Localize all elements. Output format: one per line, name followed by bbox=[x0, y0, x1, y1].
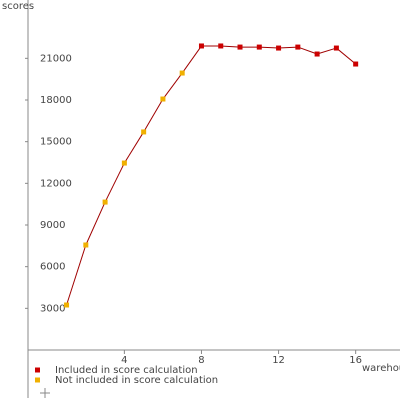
line-segment bbox=[297, 46, 318, 55]
point bbox=[314, 51, 320, 57]
line-segment bbox=[123, 131, 145, 164]
point bbox=[121, 160, 127, 166]
y-tick-label: 12000 bbox=[40, 178, 72, 189]
line-segment bbox=[85, 201, 106, 246]
y-tick-label: 18000 bbox=[40, 95, 72, 106]
line-segment bbox=[143, 98, 164, 133]
line-segment bbox=[259, 46, 279, 49]
y-axis-label: scores bbox=[2, 1, 34, 12]
line-segment bbox=[220, 45, 241, 48]
point bbox=[353, 61, 359, 67]
y-tick-label: 21000 bbox=[40, 53, 72, 64]
point bbox=[256, 44, 262, 50]
line-segment bbox=[336, 47, 356, 65]
point bbox=[295, 44, 301, 50]
y-tick-label: 6000 bbox=[40, 262, 65, 273]
legend-label: Not included in score calculation bbox=[55, 375, 218, 386]
point bbox=[141, 129, 147, 135]
point bbox=[218, 43, 224, 49]
point bbox=[198, 43, 204, 49]
x-axis-label: warehouses bbox=[362, 363, 400, 374]
legend-marker bbox=[35, 367, 40, 373]
legend-label: Included in score calculation bbox=[55, 365, 198, 376]
point bbox=[160, 96, 166, 102]
y-tick-label: 15000 bbox=[40, 137, 72, 148]
point bbox=[83, 242, 89, 248]
line-segment bbox=[316, 47, 337, 55]
point bbox=[64, 302, 70, 308]
line-segment bbox=[181, 45, 202, 74]
x-tick-label: 8 bbox=[198, 355, 204, 366]
line-segment bbox=[162, 72, 183, 100]
line-segment bbox=[278, 46, 298, 49]
y-tick-label: 9000 bbox=[40, 220, 65, 231]
point bbox=[276, 45, 282, 51]
legend-marker bbox=[35, 377, 40, 383]
point bbox=[102, 199, 108, 205]
point bbox=[237, 44, 243, 50]
line-segment bbox=[66, 244, 87, 306]
point bbox=[179, 70, 185, 76]
x-tick-label: 4 bbox=[121, 355, 127, 366]
y-tick-label: 3000 bbox=[40, 303, 65, 314]
x-tick-label: 12 bbox=[272, 355, 285, 366]
line-segment bbox=[104, 162, 125, 203]
x-tick-label: 16 bbox=[349, 355, 362, 366]
point bbox=[333, 45, 339, 51]
